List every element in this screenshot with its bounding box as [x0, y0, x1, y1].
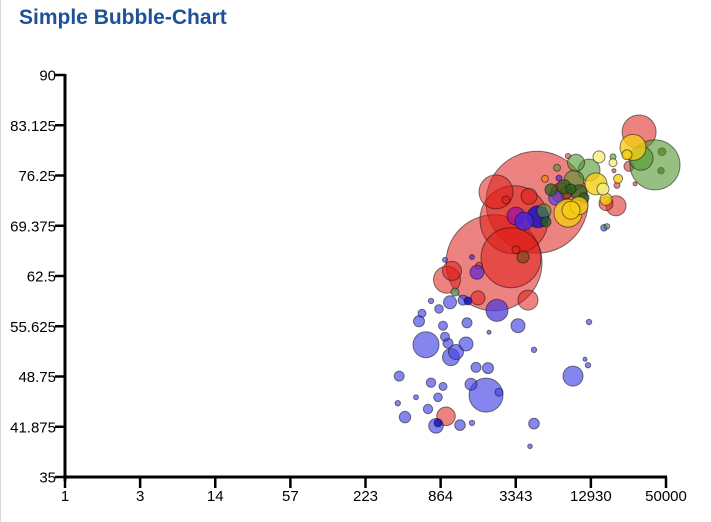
bubble-blue	[440, 331, 450, 342]
bubble-blue	[393, 370, 405, 382]
bubble-blue	[582, 356, 588, 362]
bubble-red	[480, 227, 542, 289]
x-tick-label: 14	[207, 488, 224, 505]
x-tick-label: 223	[353, 488, 378, 505]
bubble-blue	[442, 256, 448, 263]
bubble-blue	[510, 318, 526, 334]
bubble-dark-green	[544, 183, 558, 197]
bubble-brown	[516, 250, 530, 264]
bubble-blue	[584, 362, 592, 369]
y-tick-label: 35	[39, 470, 56, 487]
bubble-red	[611, 168, 617, 174]
bubble-blue	[443, 295, 457, 310]
bubble-blue	[458, 336, 474, 352]
bubble-green	[553, 163, 561, 172]
bubble-green	[536, 203, 552, 219]
x-tick-label: 3343	[499, 488, 532, 505]
x-tick-label: 1	[61, 488, 69, 505]
bubble-blue	[412, 331, 440, 359]
bubble-red	[501, 195, 511, 205]
bubble-blue	[438, 320, 448, 331]
y-tick-label: 83.125	[10, 118, 56, 135]
x-tick-label: 864	[428, 488, 453, 505]
bubble-purple	[555, 174, 563, 182]
bubble-blue	[486, 329, 492, 335]
bubble-red	[517, 289, 539, 311]
bubble-teal	[450, 287, 460, 297]
bubble-red	[470, 290, 486, 306]
bubble-blue	[468, 419, 476, 427]
bubble-yellow	[561, 200, 581, 220]
bubble-blue	[468, 377, 504, 413]
bubble-blue	[422, 403, 434, 415]
bubble-blue	[413, 394, 419, 401]
bubble-dark-green	[540, 216, 552, 228]
y-tick-label: 55.625	[10, 319, 56, 336]
bubble-red	[511, 245, 521, 255]
x-tick-label: 3	[136, 488, 144, 505]
bubble-blue	[494, 387, 504, 397]
bubble-blue	[585, 318, 593, 326]
y-tick-label: 90	[39, 68, 56, 85]
bubble-yellow	[621, 149, 633, 161]
bubble-blue	[562, 365, 584, 387]
bubble-blue	[438, 381, 448, 391]
bubble-blue	[448, 344, 464, 360]
bubble-dark-blue	[463, 296, 473, 306]
bubble-indigo	[514, 211, 534, 231]
bubble-pale-yellow	[596, 182, 610, 196]
bubble-blue	[527, 443, 533, 450]
bubble-blue	[434, 304, 444, 314]
bubble-blue	[528, 417, 540, 430]
y-tick-label: 41.875	[10, 419, 56, 436]
x-tick-label: 50000	[645, 488, 687, 505]
bubble-blue	[464, 377, 478, 391]
bubble-pale-yellow	[592, 150, 606, 164]
bubble-blue	[433, 392, 443, 403]
bubble-dark-green	[565, 183, 577, 195]
bubble-blue	[461, 317, 473, 329]
bubble-blue	[417, 308, 427, 318]
bubble-red	[520, 187, 538, 205]
bubble-blue-violet	[485, 298, 509, 322]
bubble-yellow	[613, 173, 624, 184]
bubble-blue	[470, 361, 482, 373]
y-tick-label: 76.25	[18, 168, 56, 185]
chart-title: Simple Bubble-Chart	[19, 6, 227, 29]
bubble-red	[632, 181, 638, 187]
bubble-blue	[454, 419, 466, 431]
bubble-pale-yellow	[608, 158, 618, 168]
x-tick-label: 57	[282, 488, 299, 505]
bubble-blue	[425, 377, 437, 388]
bubble-red	[442, 260, 462, 281]
bubble-blue	[530, 346, 538, 353]
bubble-purple	[469, 264, 485, 280]
bubble-green	[567, 153, 585, 172]
bubble-purple	[469, 254, 475, 260]
bubble-blue	[427, 297, 435, 305]
x-tick-label: 12930	[570, 488, 612, 505]
y-tick-label: 48.75	[18, 369, 56, 386]
bubble-green	[603, 223, 611, 230]
y-tick-label: 62.5	[27, 269, 56, 286]
bubble-blue	[394, 400, 401, 407]
bubble-dark-blue	[433, 418, 443, 428]
bubble-blue	[398, 410, 412, 424]
bubble-orange	[541, 174, 549, 183]
y-tick-label: 69.375	[10, 218, 56, 235]
bubble-blue	[482, 362, 494, 375]
